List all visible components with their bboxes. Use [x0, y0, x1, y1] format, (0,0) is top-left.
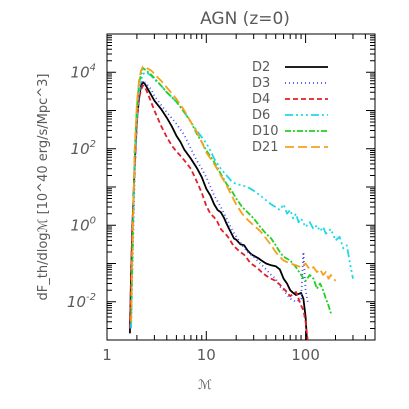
- y-tick-label: 10-2: [67, 292, 96, 311]
- legend-label-d10: D10: [252, 124, 279, 139]
- series-line-d3: [130, 79, 309, 322]
- legend-label-d2: D2: [252, 60, 270, 75]
- x-axis-label: ℳ: [198, 378, 212, 393]
- series-layer: [129, 65, 354, 341]
- series-line-d2: [129, 81, 308, 341]
- x-tick-label: 1: [102, 346, 112, 364]
- y-tick-label: 104: [71, 62, 96, 81]
- x-tick-label: 10: [197, 346, 216, 364]
- y-tick-label: 100: [71, 215, 96, 234]
- axis-ticks: 1 10 100 10-2 100 102 104: [67, 34, 376, 364]
- plot-frame: [106, 33, 376, 341]
- series-line-d6: [130, 71, 354, 329]
- y-tick-label: 102: [71, 139, 96, 158]
- legend-label-d21: D21: [252, 140, 279, 155]
- y-axis-label: dF_th/dlogℳ [10^40 erg/s/Mpc^3]: [36, 74, 51, 301]
- legend-label-d6: D6: [252, 108, 270, 123]
- series-line-d10: [130, 67, 332, 322]
- legend-label-d4: D4: [252, 92, 270, 107]
- legend-label-d3: D3: [252, 76, 270, 91]
- series-line-d21: [130, 65, 337, 322]
- chart-title: AGN (z=0): [200, 9, 290, 29]
- x-tick-label: 100: [291, 346, 320, 364]
- series-line-d4: [129, 84, 309, 341]
